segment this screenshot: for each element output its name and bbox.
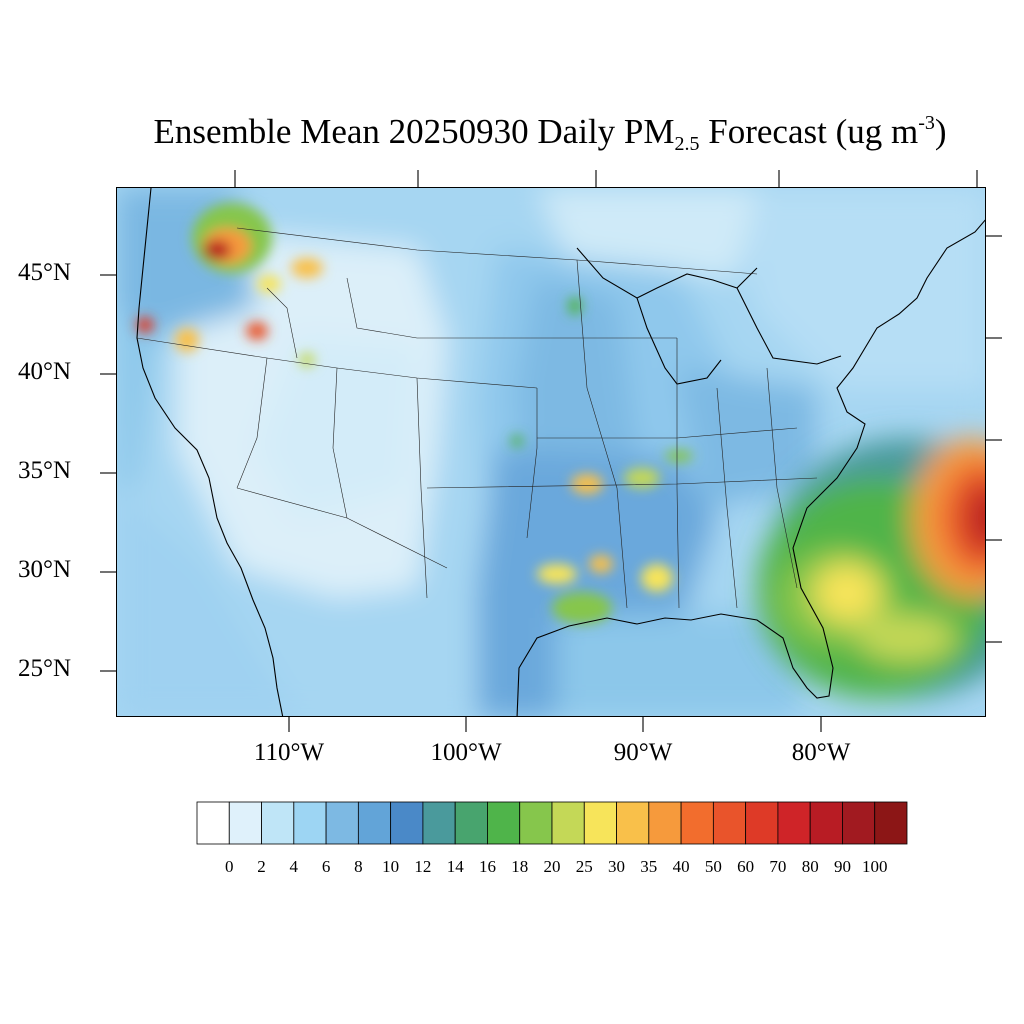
legend-swatch [325, 801, 359, 845]
legend-swatch [874, 801, 908, 845]
longitude-label: 100°W [430, 739, 502, 766]
legend-level-label: 90 [834, 857, 851, 876]
legend-swatch [519, 801, 553, 845]
legend-level-label: 100 [861, 857, 888, 876]
legend-swatch [390, 801, 424, 845]
legend-swatch [551, 801, 585, 845]
legend-level-label: 60 [737, 857, 755, 876]
legend-swatch [777, 801, 811, 845]
atlantic-smoke-plume [757, 438, 985, 698]
legend-level-label: 30 [608, 857, 625, 876]
longitude-label: 110°W [253, 739, 325, 766]
legend-level-label: 35 [640, 857, 658, 876]
legend-swatch [648, 801, 682, 845]
fire-hotspots [136, 203, 693, 624]
legend-swatch [809, 801, 843, 845]
legend-level-label: 14 [446, 857, 464, 876]
color-legend-bar [196, 801, 908, 845]
legend-level-label: 16 [479, 857, 496, 876]
legend-level-label: 50 [704, 857, 722, 876]
legend-swatch [454, 801, 488, 845]
legend-swatch [842, 801, 876, 845]
longitude-label: 80°W [791, 739, 851, 766]
legend-swatch [583, 801, 617, 845]
coastlines [136, 188, 985, 716]
concentration-field [117, 188, 985, 716]
legend-level-label: 8 [354, 857, 363, 876]
state-boundaries [136, 227, 818, 609]
legend-swatch [422, 801, 456, 845]
legend-swatch [487, 801, 521, 845]
legend-level-label: 25 [575, 857, 593, 876]
legend-swatch [680, 801, 714, 845]
legend-swatch [616, 801, 650, 845]
latitude-label: 35°N [18, 457, 72, 484]
legend-swatch [261, 801, 295, 845]
longitude-label: 90°W [613, 739, 673, 766]
latitude-label: 25°N [18, 655, 72, 682]
legend-swatch [712, 801, 747, 845]
latitude-label: 30°N [18, 556, 72, 583]
legend-level-label: 80 [801, 857, 819, 876]
latitude-label: 45°N [18, 259, 72, 286]
legend-level-label: 0 [225, 857, 234, 876]
map-plot-area [116, 187, 986, 717]
pm25-field-map [117, 188, 985, 716]
latitude-label: 40°N [18, 358, 72, 385]
map-title: Ensemble Mean 20250930 Daily PM2.5 Forec… [153, 112, 947, 155]
legend-level-label: 12 [414, 857, 432, 876]
legend-swatch [745, 801, 779, 845]
legend-swatch [293, 801, 327, 845]
legend-level-label: 2 [257, 857, 266, 876]
legend-level-label: 70 [769, 857, 787, 876]
legend-level-label: 6 [321, 857, 331, 876]
legend-swatch [196, 801, 230, 845]
legend-level-label: 10 [382, 857, 400, 876]
legend-level-label: 4 [289, 857, 299, 876]
legend-level-label: 18 [511, 857, 529, 876]
legend-swatch [228, 801, 262, 845]
legend-level-label: 40 [672, 857, 690, 876]
legend-level-label: 20 [543, 857, 561, 876]
legend-swatch [357, 801, 392, 845]
